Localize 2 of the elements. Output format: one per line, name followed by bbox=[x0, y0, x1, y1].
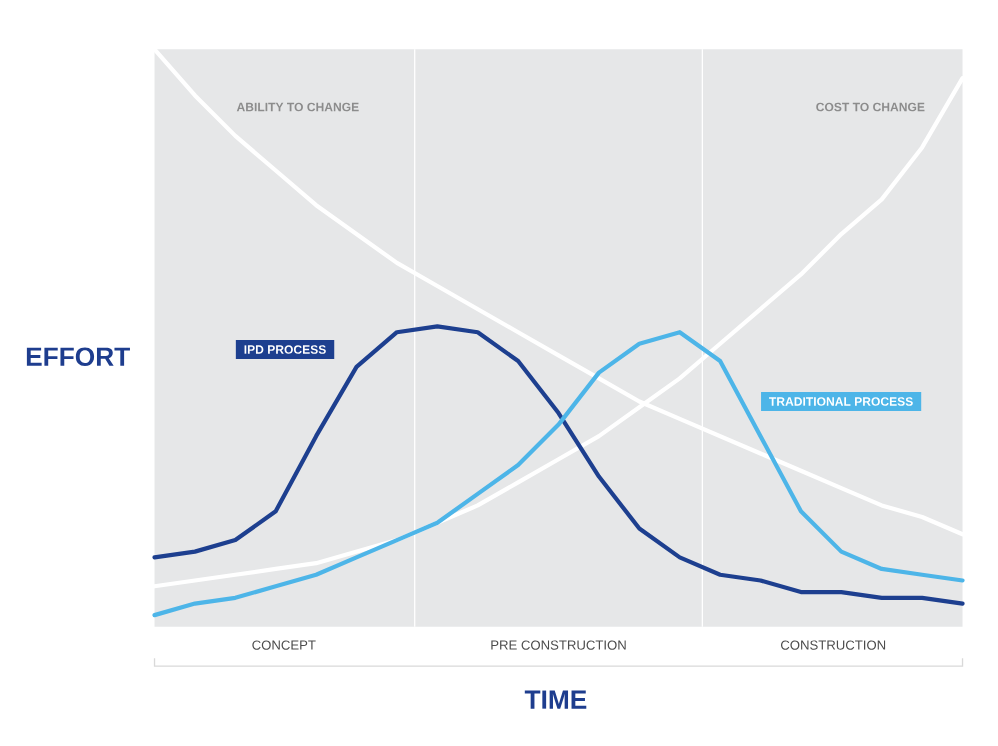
x-axis-title: TIME bbox=[524, 690, 587, 709]
y-axis-title: EFFORT bbox=[26, 346, 130, 366]
